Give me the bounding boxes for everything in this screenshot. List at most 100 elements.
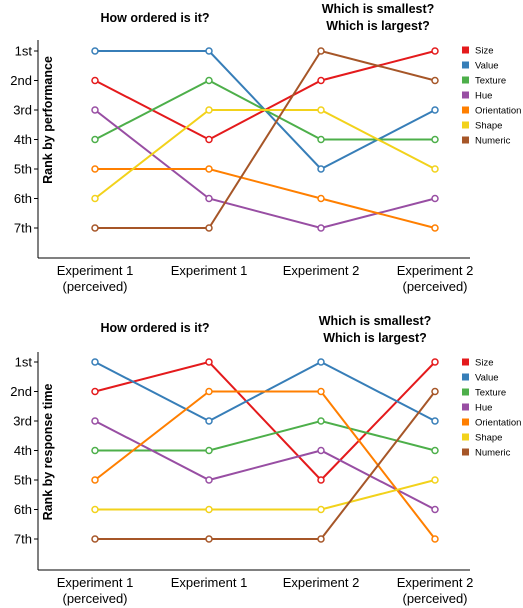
data-point-numeric: [431, 76, 439, 85]
data-point-hue: [317, 224, 325, 232]
legend-label-shape: Shape: [475, 121, 502, 132]
legend-swatch-orientation: [462, 106, 469, 114]
legend-label-size: Size: [475, 358, 493, 369]
header-smallest: Which is smallest?: [322, 2, 435, 16]
y-tick-label: 6th: [14, 191, 32, 206]
data-point-shape: [431, 165, 439, 173]
x-category-label: (perceived): [62, 591, 127, 606]
legend-swatch-hue: [462, 403, 469, 411]
legend-label-size: Size: [475, 46, 493, 57]
legend-swatch-texture: [462, 76, 469, 84]
data-point-orientation: [205, 165, 213, 173]
y-tick-label: 2nd: [10, 384, 32, 399]
data-point-shape: [317, 505, 325, 514]
data-point-shape: [205, 106, 213, 114]
data-point-size: [91, 387, 99, 396]
legend-label-hue: Hue: [475, 91, 492, 102]
data-point-orientation: [317, 387, 325, 396]
legend-swatch-hue: [462, 91, 469, 99]
data-point-shape: [205, 505, 213, 514]
series-line-shape: [95, 479, 436, 511]
y-tick-label: 5th: [14, 473, 32, 488]
legend-swatch-shape: [462, 433, 469, 441]
y-tick-label: 7th: [14, 221, 32, 236]
data-point-numeric: [317, 47, 325, 55]
chart-panel-response-time: How ordered is it? Which is smallest? Wh…: [10, 314, 521, 606]
legend: Size Value Texture Hue Orientation Shape Numer…: [462, 46, 521, 147]
data-point-hue: [91, 417, 99, 425]
legend-swatch-orientation: [462, 418, 469, 426]
x-category-label: (perceived): [402, 591, 467, 606]
data-point-orientation: [205, 387, 213, 396]
y-tick-label: 4th: [14, 443, 32, 458]
data-point-size: [317, 476, 325, 484]
y-axis-label: Rank by performance: [41, 56, 55, 184]
data-point-value: [91, 358, 99, 366]
y-tick-label: 7th: [14, 532, 32, 547]
data-point-value: [317, 165, 325, 173]
legend-label-value: Value: [475, 61, 499, 72]
data-point-orientation: [431, 224, 439, 232]
legend-label-orientation: Orientation: [475, 106, 521, 117]
data-point-size: [317, 76, 325, 85]
data-point-texture: [317, 417, 325, 425]
x-category-label: Experiment 2: [397, 575, 474, 590]
y-tick-label: 6th: [14, 502, 32, 517]
series-line-texture: [95, 419, 436, 452]
series-line-size: [94, 50, 436, 141]
data-point-shape: [91, 505, 99, 514]
series-line-orientation: [95, 168, 436, 229]
y-ticks: 1st 2nd 3rd 4th 5th 6th 7th: [10, 44, 38, 236]
data-point-hue: [91, 106, 99, 114]
y-tick-label: 5th: [14, 162, 32, 177]
x-categories: Experiment 1(perceived)Experiment 1 Exper…: [57, 263, 474, 294]
x-category-label: (perceived): [62, 279, 127, 294]
data-point-numeric: [431, 387, 439, 396]
y-tick-label: 4th: [14, 132, 32, 147]
x-category-label: Experiment 1: [57, 263, 134, 278]
legend-label-hue: Hue: [475, 403, 492, 414]
x-category-label: Experiment 2: [283, 263, 360, 278]
data-point-shape: [317, 106, 325, 114]
legend-label-orientation: Orientation: [475, 418, 521, 429]
data-point-texture: [431, 446, 439, 455]
data-point-value: [431, 417, 439, 425]
x-category-label: Experiment 1: [57, 575, 134, 590]
y-axis-label: Rank by response time: [41, 384, 55, 521]
data-point-numeric: [205, 224, 213, 232]
data-point-value: [431, 106, 439, 114]
y-tick-label: 1st: [15, 44, 33, 59]
series-group: [91, 47, 439, 232]
legend-label-numeric: Numeric: [475, 136, 511, 147]
data-point-shape: [91, 194, 99, 203]
data-point-hue: [205, 476, 213, 484]
data-point-size: [205, 135, 213, 144]
data-point-size: [91, 76, 99, 85]
data-point-size: [431, 47, 439, 55]
y-tick-label: 3rd: [13, 103, 32, 118]
data-point-numeric: [317, 535, 325, 543]
data-point-size: [205, 358, 213, 366]
data-point-orientation: [91, 476, 99, 484]
x-category-label: (perceived): [402, 279, 467, 294]
x-categories: Experiment 1(perceived)Experiment 1 Exper…: [57, 575, 474, 606]
legend-swatch-size: [462, 46, 469, 54]
legend-swatch-numeric: [462, 136, 469, 144]
data-point-size: [431, 358, 439, 366]
data-point-texture: [431, 135, 439, 144]
header-ordered: How ordered is it?: [100, 11, 209, 25]
legend-label-texture: Texture: [475, 388, 506, 399]
x-category-label: Experiment 1: [171, 263, 248, 278]
legend-label-numeric: Numeric: [475, 448, 511, 459]
header-largest: Which is largest?: [323, 331, 427, 345]
legend: Size Value Texture Hue Orientation Shape Numer…: [462, 358, 521, 459]
series-line-hue: [94, 420, 436, 511]
header-ordered: How ordered is it?: [100, 321, 209, 335]
data-point-orientation: [317, 194, 325, 203]
data-point-texture: [205, 76, 213, 85]
data-point-shape: [431, 476, 439, 484]
data-point-orientation: [91, 165, 99, 173]
data-point-value: [91, 47, 99, 55]
series-group: [91, 358, 439, 543]
